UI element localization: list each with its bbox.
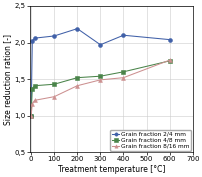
Legend: Grain fraction 2/4 mm, Grain fraction 4/8 mm, Grain fraction 8/16 mm: Grain fraction 2/4 mm, Grain fraction 4/…	[110, 130, 190, 150]
Grain fraction 8/16 mm	[31, 103, 33, 105]
Grain fraction 4/8 mm	[31, 88, 33, 90]
Grain fraction 2/4 mm	[99, 44, 101, 46]
Line: Grain fraction 2/4 mm: Grain fraction 2/4 mm	[29, 27, 171, 118]
Grain fraction 2/4 mm	[76, 28, 78, 30]
Grain fraction 4/8 mm	[76, 77, 78, 79]
Grain fraction 4/8 mm	[30, 115, 32, 117]
Grain fraction 8/16 mm	[30, 115, 32, 117]
Grain fraction 4/8 mm	[122, 71, 124, 73]
Grain fraction 2/4 mm	[31, 40, 33, 42]
Line: Grain fraction 4/8 mm: Grain fraction 4/8 mm	[29, 59, 171, 118]
Grain fraction 2/4 mm	[33, 37, 36, 39]
Grain fraction 8/16 mm	[33, 99, 36, 101]
Grain fraction 8/16 mm	[122, 77, 124, 79]
Grain fraction 8/16 mm	[99, 79, 101, 81]
X-axis label: Treatment temperature [°C]: Treatment temperature [°C]	[57, 165, 164, 173]
Grain fraction 2/4 mm	[53, 35, 55, 37]
Grain fraction 8/16 mm	[53, 96, 55, 98]
Grain fraction 4/8 mm	[99, 75, 101, 77]
Y-axis label: Size reduction ration [-]: Size reduction ration [-]	[3, 34, 12, 125]
Grain fraction 4/8 mm	[33, 85, 36, 87]
Line: Grain fraction 8/16 mm: Grain fraction 8/16 mm	[29, 58, 171, 118]
Grain fraction 2/4 mm	[30, 115, 32, 117]
Grain fraction 4/8 mm	[168, 60, 170, 62]
Grain fraction 8/16 mm	[168, 59, 170, 61]
Grain fraction 8/16 mm	[76, 85, 78, 87]
Grain fraction 4/8 mm	[53, 83, 55, 85]
Grain fraction 2/4 mm	[168, 39, 170, 41]
Grain fraction 2/4 mm	[122, 34, 124, 36]
